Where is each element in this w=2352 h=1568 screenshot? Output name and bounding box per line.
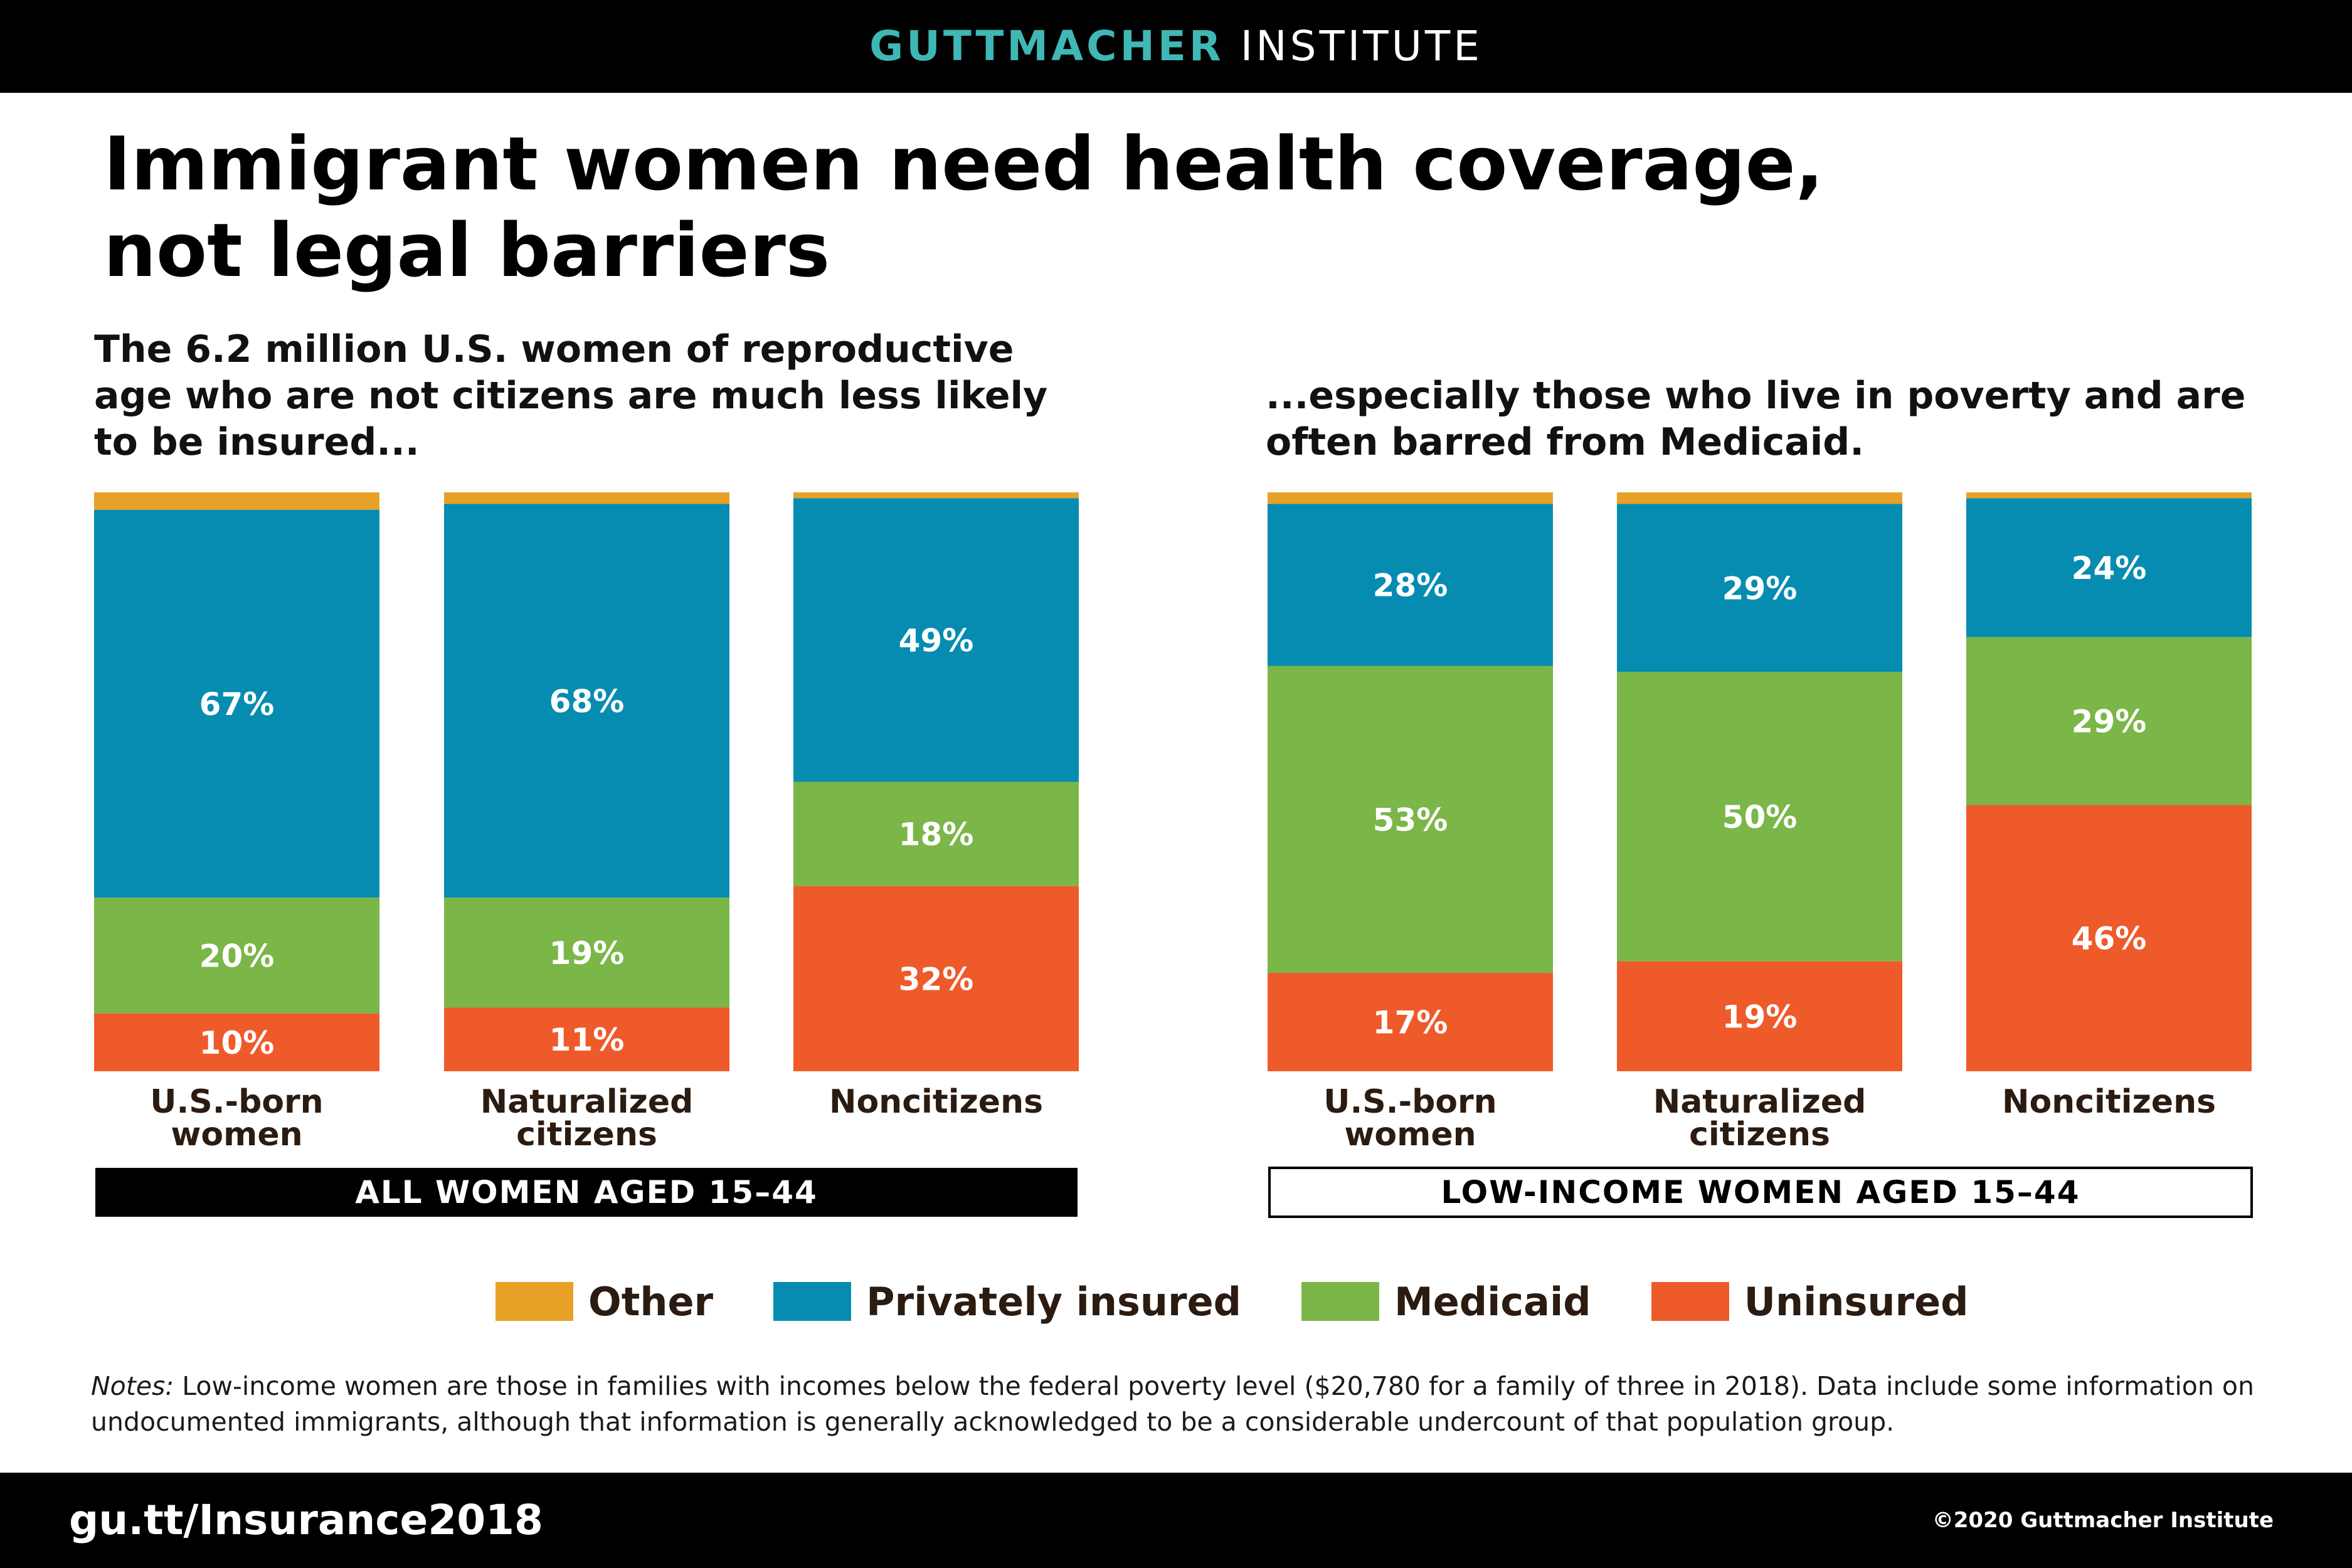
bar-label-1-2-privately-insured: 68% [549,683,625,719]
bar-1-2-other [444,492,729,504]
bar-2-1-other [1268,492,1553,504]
bar-2-3-medicaid [1966,637,2252,805]
legend-swatch-other [495,1282,573,1321]
footer-copyright: ©2020 Guttmacher Institute [1932,1508,2274,1533]
group-label-2: LOW-INCOME WOMEN AGED 15–44 [1441,1174,2080,1210]
footer-bar [0,1473,2352,1568]
legend-item-other: Other [495,1279,713,1325]
bar-2-3-other [1966,492,2252,499]
bar-2-1-privately-insured [1268,504,1553,666]
bar-1-2-privately-insured [444,504,729,898]
bar-1-1-other [94,492,379,510]
category-label-2-1-1: U.S.-born [1323,1083,1496,1121]
footer-url: gu.tt/Insurance2018 [69,1496,543,1544]
legend-item-medicaid: Medicaid [1301,1279,1591,1325]
brand-logo: GUTTMACHER INSTITUTE [0,0,2352,93]
category-label-1-2-2: citizens [516,1116,657,1153]
bar-2-3-privately-insured [1966,498,2252,637]
bar-label-2-2-privately-insured: 29% [1722,570,1798,607]
bar-label-1-3-uninsured: 32% [899,961,974,997]
subtitle-right: ...especially those who live in poverty … [1266,374,2246,464]
title-line-2: not legal barriers [103,207,830,294]
legend-swatch-medicaid [1301,1282,1380,1321]
legend-label-medicaid: Medicaid [1394,1278,1591,1325]
bar-1-1-medicaid [94,898,379,1014]
bar-2-1-medicaid [1268,665,1553,973]
bar-1-3-medicaid [793,781,1079,886]
header-bar [0,0,2352,93]
bar-label-1-3-medicaid: 18% [899,817,974,853]
category-label-2-1-2: women [1344,1116,1476,1153]
legend-item-private: Privately insured [773,1279,1241,1325]
bar-2-2-uninsured [1617,961,1902,1071]
notes-text: Low-income women are those in families w… [91,1371,2254,1437]
title-line-1: Immigrant women need health coverage, [103,120,1824,207]
category-label-2-2-1: Naturalized [1653,1083,1867,1121]
legend-label-other: Other [588,1278,714,1325]
category-label-1-1-2: women [171,1116,302,1153]
bar-1-3-uninsured [793,886,1079,1071]
legend-label-private: Privately insured [866,1278,1242,1325]
group-label-box-1 [95,1168,1078,1217]
bar-2-2-privately-insured [1617,504,1902,672]
bar-label-2-2-uninsured: 19% [1722,999,1798,1035]
bar-label-2-2-medicaid: 50% [1722,799,1798,835]
group-label-1: ALL WOMEN AGED 15–44 [355,1174,818,1210]
brand-primary: GUTTMACHER [869,22,1224,70]
category-label-1-1-1: U.S.-born [150,1083,323,1121]
category-label-1-2-1: Naturalized [480,1083,694,1121]
legend-swatch-uninsured [1651,1282,1729,1321]
bar-label-2-1-medicaid: 53% [1373,802,1448,838]
bar-label-1-1-uninsured: 10% [199,1025,275,1061]
bar-label-2-3-uninsured: 46% [2072,921,2147,957]
category-label-2-3-1: Noncitizens [2002,1083,2216,1121]
bar-label-2-1-uninsured: 17% [1373,1005,1448,1041]
bar-label-1-1-medicaid: 20% [199,938,275,974]
bar-2-3-uninsured [1966,805,2252,1071]
bar-2-2-other [1617,492,1902,504]
bar-label-1-2-medicaid: 19% [549,935,625,972]
bar-1-3-other [793,492,1079,499]
bar-label-1-2-uninsured: 11% [549,1022,625,1058]
category-label-1-3-1: Noncitizens [829,1083,1043,1121]
bar-1-1-uninsured [94,1013,379,1071]
notes-label: Notes: [91,1371,174,1401]
legend-swatch-private [773,1282,852,1321]
brand-secondary-text: INSTITUTE [1240,22,1483,70]
subtitle-left: The 6.2 million U.S. women of reproducti… [94,327,1048,464]
group-label-box-2 [1268,1167,2253,1218]
bar-2-2-medicaid [1617,672,1902,961]
bar-label-2-3-privately-insured: 24% [2072,550,2147,586]
legend-label-uninsured: Uninsured [1744,1278,1969,1325]
page-title: Immigrant women need health coverage, not… [103,120,1985,294]
bar-label-1-1-privately-insured: 67% [199,686,275,723]
bar-1-2-medicaid [444,898,729,1008]
notes: Notes: Low-income women are those in fam… [91,1369,2267,1440]
bar-1-3-privately-insured [793,498,1079,782]
bar-label-2-1-privately-insured: 28% [1373,568,1448,604]
legend-item-uninsured: Uninsured [1651,1279,1969,1325]
legend: Other Privately insured Medicaid Uninsur… [495,1273,2029,1330]
bar-label-2-3-medicaid: 29% [2072,704,2147,740]
bar-1-2-uninsured [444,1007,729,1071]
bar-1-1-privately-insured [94,509,379,898]
bar-2-1-uninsured [1268,973,1553,1071]
category-label-2-2-2: citizens [1689,1116,1830,1153]
bar-label-1-3-privately-insured: 49% [899,622,974,659]
